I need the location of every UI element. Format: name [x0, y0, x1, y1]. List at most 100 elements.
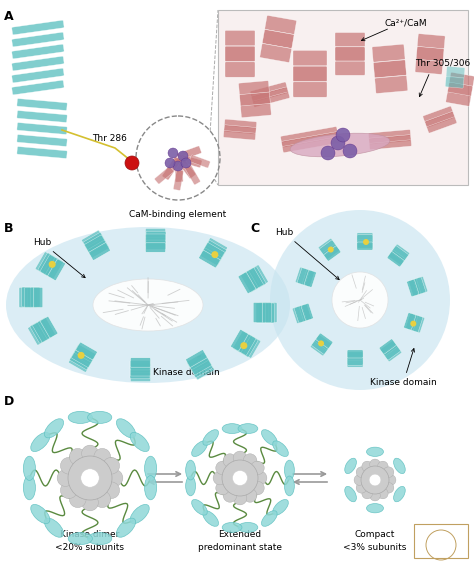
- FancyBboxPatch shape: [253, 92, 290, 108]
- Ellipse shape: [68, 412, 92, 423]
- Text: Kinase dimer: Kinase dimer: [60, 530, 120, 539]
- FancyBboxPatch shape: [387, 252, 404, 267]
- Circle shape: [213, 471, 227, 485]
- FancyBboxPatch shape: [12, 32, 64, 47]
- FancyBboxPatch shape: [191, 360, 212, 378]
- Circle shape: [328, 247, 334, 253]
- FancyBboxPatch shape: [177, 146, 201, 161]
- Circle shape: [377, 488, 388, 499]
- Text: Compact: Compact: [355, 530, 395, 539]
- FancyBboxPatch shape: [240, 104, 271, 118]
- FancyBboxPatch shape: [357, 242, 373, 250]
- FancyBboxPatch shape: [223, 131, 255, 140]
- FancyBboxPatch shape: [347, 352, 363, 360]
- Ellipse shape: [68, 533, 92, 544]
- FancyBboxPatch shape: [250, 82, 287, 97]
- FancyBboxPatch shape: [416, 47, 444, 61]
- Ellipse shape: [262, 511, 277, 526]
- Ellipse shape: [191, 499, 207, 515]
- Circle shape: [361, 466, 389, 494]
- FancyBboxPatch shape: [231, 329, 248, 351]
- FancyBboxPatch shape: [375, 75, 408, 93]
- FancyBboxPatch shape: [17, 110, 67, 122]
- FancyBboxPatch shape: [392, 246, 409, 261]
- Text: Thr 286: Thr 286: [92, 134, 127, 143]
- Ellipse shape: [45, 419, 64, 438]
- Ellipse shape: [145, 476, 156, 500]
- FancyBboxPatch shape: [225, 30, 255, 46]
- FancyBboxPatch shape: [347, 357, 363, 365]
- Circle shape: [216, 481, 229, 495]
- Ellipse shape: [88, 533, 112, 544]
- FancyBboxPatch shape: [293, 51, 327, 66]
- FancyBboxPatch shape: [295, 267, 308, 284]
- FancyBboxPatch shape: [304, 270, 316, 287]
- Circle shape: [216, 461, 229, 475]
- FancyBboxPatch shape: [281, 127, 337, 142]
- FancyBboxPatch shape: [316, 333, 333, 348]
- Circle shape: [178, 151, 188, 161]
- Ellipse shape: [345, 486, 356, 502]
- Ellipse shape: [273, 441, 288, 457]
- FancyBboxPatch shape: [238, 81, 269, 95]
- FancyBboxPatch shape: [190, 155, 210, 168]
- FancyBboxPatch shape: [384, 346, 401, 361]
- FancyBboxPatch shape: [130, 358, 150, 367]
- Ellipse shape: [88, 412, 112, 423]
- FancyBboxPatch shape: [186, 350, 207, 367]
- Ellipse shape: [145, 456, 156, 480]
- FancyBboxPatch shape: [311, 339, 328, 354]
- Ellipse shape: [393, 458, 405, 473]
- FancyBboxPatch shape: [236, 332, 253, 354]
- FancyBboxPatch shape: [445, 77, 464, 88]
- Circle shape: [69, 448, 86, 465]
- Circle shape: [270, 210, 450, 390]
- Ellipse shape: [284, 476, 294, 496]
- Circle shape: [60, 457, 77, 474]
- FancyBboxPatch shape: [446, 92, 471, 106]
- Circle shape: [318, 341, 324, 346]
- FancyBboxPatch shape: [146, 229, 165, 238]
- Circle shape: [321, 146, 335, 160]
- Circle shape: [410, 321, 416, 327]
- Circle shape: [173, 161, 183, 171]
- FancyBboxPatch shape: [319, 238, 336, 254]
- Ellipse shape: [23, 476, 36, 500]
- Circle shape: [385, 475, 396, 485]
- Circle shape: [362, 461, 373, 472]
- FancyBboxPatch shape: [315, 335, 332, 350]
- FancyBboxPatch shape: [12, 68, 64, 83]
- Text: Ca²⁺/CaM: Ca²⁺/CaM: [385, 18, 428, 27]
- FancyBboxPatch shape: [347, 359, 363, 367]
- FancyBboxPatch shape: [260, 43, 292, 62]
- Circle shape: [336, 128, 350, 142]
- Text: predominant state: predominant state: [198, 543, 282, 552]
- FancyBboxPatch shape: [381, 341, 397, 356]
- FancyBboxPatch shape: [19, 288, 28, 307]
- FancyBboxPatch shape: [190, 358, 211, 375]
- FancyBboxPatch shape: [12, 56, 64, 71]
- Circle shape: [165, 158, 175, 168]
- FancyBboxPatch shape: [225, 62, 255, 77]
- FancyBboxPatch shape: [203, 243, 225, 260]
- FancyBboxPatch shape: [82, 230, 103, 248]
- FancyBboxPatch shape: [146, 243, 165, 252]
- FancyBboxPatch shape: [369, 140, 411, 150]
- FancyBboxPatch shape: [248, 267, 266, 288]
- FancyBboxPatch shape: [17, 146, 67, 158]
- Text: Hub: Hub: [275, 228, 339, 280]
- Circle shape: [243, 454, 257, 467]
- FancyBboxPatch shape: [251, 87, 288, 102]
- Text: Kinase domain: Kinase domain: [370, 348, 437, 387]
- Ellipse shape: [6, 227, 290, 383]
- FancyBboxPatch shape: [205, 240, 227, 258]
- FancyBboxPatch shape: [323, 244, 339, 260]
- Circle shape: [49, 261, 55, 268]
- Ellipse shape: [222, 522, 242, 533]
- FancyBboxPatch shape: [146, 240, 166, 249]
- FancyBboxPatch shape: [201, 245, 223, 263]
- FancyBboxPatch shape: [374, 60, 406, 78]
- Ellipse shape: [117, 518, 136, 537]
- Circle shape: [363, 239, 369, 245]
- FancyBboxPatch shape: [175, 158, 183, 182]
